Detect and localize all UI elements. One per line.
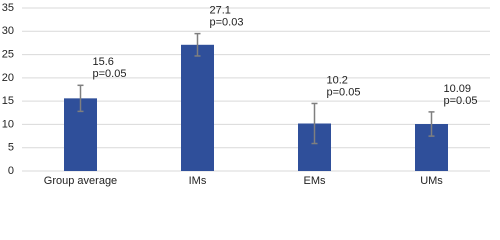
- value-label: 10.2: [327, 74, 348, 86]
- y-tick-label: 30: [2, 25, 14, 37]
- value-label: 15.6: [93, 56, 114, 68]
- error-bar: [194, 32, 201, 57]
- y-tick-label: 10: [2, 118, 14, 130]
- y-tick-label: 20: [2, 72, 14, 84]
- x-tick-label: IMs: [189, 175, 207, 187]
- y-tick-label: 15: [2, 95, 14, 107]
- x-tick-label: Group average: [44, 175, 117, 187]
- error-bar: [428, 111, 435, 137]
- annotation: p=0.05: [327, 86, 361, 98]
- annotation: p=0.05: [444, 95, 478, 107]
- error-bar: [77, 84, 84, 113]
- value-label: 10.09: [444, 83, 472, 95]
- value-label: 27.1: [210, 5, 231, 17]
- error-bar: [311, 102, 318, 145]
- x-tick-label: UMs: [420, 175, 443, 187]
- y-tick-label: 0: [8, 165, 14, 177]
- x-tick-label: EMs: [304, 175, 327, 187]
- annotation: p=0.03: [210, 17, 244, 29]
- y-tick-label: 25: [2, 48, 14, 60]
- bar: [181, 44, 214, 171]
- annotation: p=0.05: [93, 68, 127, 80]
- y-tick-label: 5: [8, 142, 14, 154]
- y-tick-label: 35: [2, 2, 14, 14]
